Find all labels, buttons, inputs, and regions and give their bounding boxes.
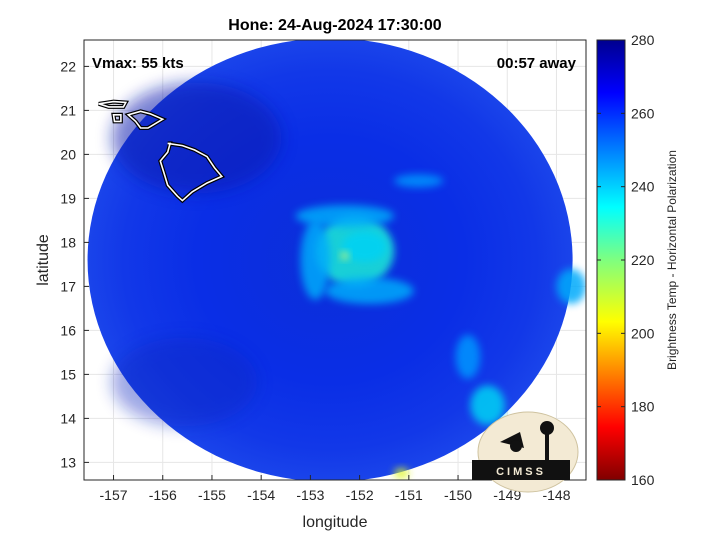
colorbar-tick-label: 160 [631, 472, 655, 488]
x-tick-label: -150 [444, 487, 472, 503]
y-tick-label: 16 [60, 322, 76, 338]
feature-west-band [300, 220, 331, 300]
coastline-molokai [98, 100, 128, 108]
y-tick-label: 17 [60, 278, 76, 294]
colorbar-label: Brightness Temp - Horizontal Polarizatio… [665, 150, 679, 370]
y-tick-label: 22 [60, 58, 76, 74]
feature-north-band [295, 205, 395, 227]
y-tick-label: 20 [60, 146, 76, 162]
x-axis-label: longitude [303, 514, 368, 531]
colorbar-tick-label: 220 [631, 252, 655, 268]
colorbar-tick-label: 280 [631, 32, 655, 48]
y-tick-label: 14 [60, 410, 76, 426]
time-offset-annotation: 00:57 away [497, 55, 577, 72]
cold-region [111, 82, 282, 194]
feature-se-rain-1 [470, 385, 505, 426]
x-tick-label: -156 [149, 487, 177, 503]
plot-frame [83, 39, 587, 481]
logo-text: CIMSS [496, 466, 546, 478]
x-tick-label: -153 [296, 487, 324, 503]
feature-east-edge [556, 268, 586, 304]
x-axis-ticks: -157 -156 -155 -154 -153 -152 -151 -150 -149 -148 [100, 475, 571, 503]
x-tick-label: -151 [395, 487, 423, 503]
feature-ne-band [394, 174, 444, 188]
y-tick-label: 13 [60, 454, 76, 470]
cimss-logo: CIMSS [472, 411, 579, 493]
x-tick-label: -148 [542, 487, 570, 503]
colorbar-tick-label: 240 [631, 179, 655, 195]
y-axis-ticks: 13 14 15 16 17 18 19 20 21 22 [60, 58, 89, 470]
colorbar-tick-label: 200 [631, 325, 655, 341]
y-tick-label: 18 [60, 234, 76, 250]
colorbar-tick-label: 260 [631, 105, 655, 121]
colorbar-tick-label: 180 [631, 399, 655, 415]
x-tick-label: -155 [198, 487, 226, 503]
coastline-hawaii [159, 142, 224, 202]
colorbar-ticks: 160 180 200 220 240 260 280 [597, 32, 655, 488]
storm-center [340, 251, 349, 260]
feature-south-edge-hot [394, 468, 409, 479]
coastline-maui [126, 110, 165, 129]
brightness-features [295, 174, 586, 479]
coastline-lanai [112, 114, 122, 123]
y-tick-label: 19 [60, 190, 76, 206]
cold-region [111, 337, 258, 427]
feature-warm-core [342, 231, 387, 263]
y-axis-label: latitude [35, 234, 52, 286]
x-tick-label: -157 [100, 487, 128, 503]
chart-title: Hone: 24-Aug-2024 17:30:00 [228, 17, 442, 34]
coastlines [98, 99, 226, 204]
x-tick-label: -154 [247, 487, 275, 503]
feature-south-arc [325, 277, 414, 304]
colorbar [596, 39, 626, 481]
y-tick-label: 15 [60, 366, 76, 382]
x-tick-label: -152 [346, 487, 374, 503]
feature-se-rain-2 [455, 334, 481, 379]
y-tick-label: 21 [60, 102, 76, 118]
vmax-annotation: Vmax: 55 kts [92, 55, 184, 72]
